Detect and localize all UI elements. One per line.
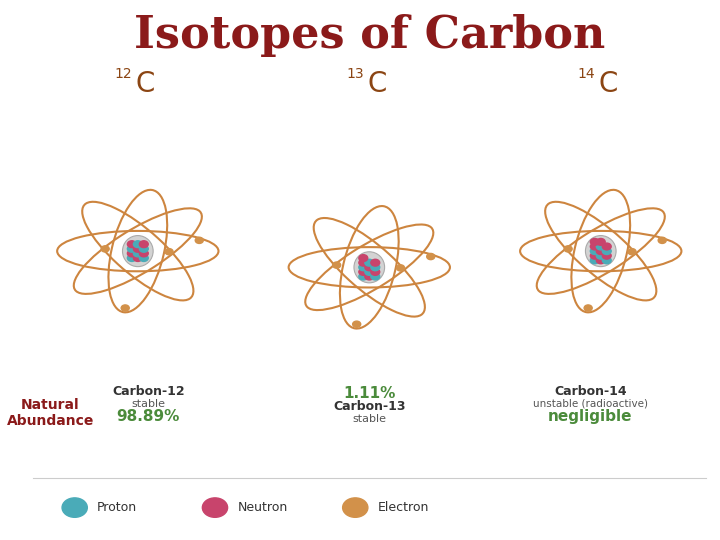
Ellipse shape	[122, 235, 153, 267]
Text: Carbon-12: Carbon-12	[112, 385, 184, 398]
Text: stable: stable	[352, 414, 387, 423]
Circle shape	[133, 250, 143, 257]
Circle shape	[333, 262, 341, 268]
Circle shape	[359, 259, 368, 266]
Text: stable: stable	[131, 399, 166, 409]
Text: 12: 12	[114, 67, 132, 81]
Circle shape	[603, 257, 611, 264]
Text: negligible: negligible	[548, 409, 632, 424]
Circle shape	[353, 321, 361, 327]
Circle shape	[140, 250, 148, 257]
Circle shape	[371, 268, 379, 275]
Circle shape	[596, 252, 606, 259]
Circle shape	[127, 241, 136, 248]
Circle shape	[359, 264, 368, 271]
Text: Carbon-13: Carbon-13	[333, 400, 405, 413]
Circle shape	[127, 245, 136, 252]
Circle shape	[140, 241, 148, 248]
Circle shape	[590, 248, 599, 254]
Circle shape	[195, 237, 203, 244]
Text: Proton: Proton	[97, 501, 138, 514]
Circle shape	[343, 498, 368, 517]
Circle shape	[603, 252, 611, 259]
Text: Neutron: Neutron	[238, 501, 288, 514]
Circle shape	[140, 254, 148, 261]
Text: 14: 14	[577, 67, 595, 81]
Circle shape	[127, 250, 136, 257]
Text: 13: 13	[346, 67, 364, 81]
Circle shape	[371, 259, 379, 266]
Circle shape	[658, 237, 666, 244]
Circle shape	[365, 273, 374, 280]
Circle shape	[603, 248, 611, 254]
Circle shape	[365, 259, 374, 266]
Circle shape	[397, 265, 405, 271]
Circle shape	[596, 239, 606, 245]
Circle shape	[590, 243, 599, 250]
Circle shape	[359, 255, 368, 261]
Ellipse shape	[585, 235, 616, 267]
Circle shape	[564, 246, 572, 252]
Circle shape	[62, 498, 87, 517]
Circle shape	[371, 264, 379, 271]
Text: Carbon-14: Carbon-14	[554, 385, 626, 398]
Circle shape	[590, 239, 599, 245]
Text: 1.11%: 1.11%	[343, 386, 395, 401]
Circle shape	[101, 246, 109, 252]
Circle shape	[165, 248, 173, 255]
Circle shape	[596, 257, 606, 264]
Circle shape	[584, 305, 592, 311]
Circle shape	[628, 248, 636, 255]
Circle shape	[603, 243, 611, 250]
Circle shape	[590, 257, 599, 264]
Circle shape	[596, 243, 606, 250]
Circle shape	[133, 241, 143, 248]
Circle shape	[133, 254, 143, 261]
Circle shape	[202, 498, 228, 517]
Circle shape	[371, 273, 379, 280]
Circle shape	[427, 253, 435, 260]
Circle shape	[365, 264, 374, 271]
Text: C: C	[367, 70, 387, 98]
Text: 98.89%: 98.89%	[117, 409, 180, 424]
Circle shape	[596, 248, 606, 254]
Circle shape	[121, 305, 130, 311]
Ellipse shape	[354, 252, 384, 283]
Circle shape	[590, 252, 599, 259]
Circle shape	[140, 245, 148, 252]
Text: unstable (radioactive): unstable (radioactive)	[533, 399, 648, 409]
Text: C: C	[135, 70, 155, 98]
Circle shape	[359, 273, 368, 280]
Text: Isotopes of Carbon: Isotopes of Carbon	[134, 14, 605, 57]
Circle shape	[133, 245, 143, 252]
Circle shape	[359, 268, 368, 275]
Text: Natural
Abundance: Natural Abundance	[6, 398, 94, 428]
Circle shape	[365, 268, 374, 275]
Circle shape	[127, 254, 136, 261]
Text: C: C	[598, 70, 618, 98]
Text: Electron: Electron	[378, 501, 429, 514]
